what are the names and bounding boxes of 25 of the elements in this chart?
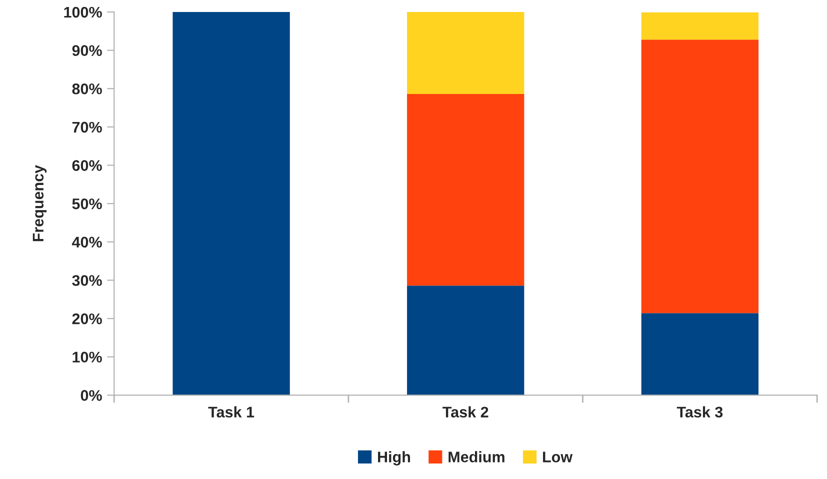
y-axis-title: Frequency [32, 165, 47, 242]
legend-label: Low [543, 452, 573, 462]
y-tick-label: 30% [72, 275, 102, 286]
bar [172, 12, 290, 396]
y-tick-label: 90% [72, 45, 102, 56]
legend-label: High [378, 451, 410, 466]
bar [641, 12, 758, 40]
x-tick-label: Task 2 [442, 406, 488, 418]
y-tick-label: 50% [72, 198, 102, 210]
bar [407, 12, 524, 94]
bar [641, 313, 758, 396]
x-tick-label: Task 1 [208, 406, 254, 418]
legend-label: Medium [448, 451, 504, 462]
y-tick-label: 70% [72, 122, 102, 133]
y-tick-label: 20% [72, 313, 102, 324]
x-tick-label: Task 3 [676, 406, 723, 418]
y-tick-label: 60% [72, 160, 102, 171]
bar [407, 286, 524, 396]
y-tick-label: 0% [80, 390, 102, 401]
bar [641, 40, 758, 314]
y-tick-label: 10% [72, 352, 102, 363]
y-tick-label: 40% [72, 236, 102, 248]
y-tick-label: 100% [64, 6, 102, 18]
y-tick-label: 80% [72, 83, 102, 94]
bar [407, 94, 524, 286]
